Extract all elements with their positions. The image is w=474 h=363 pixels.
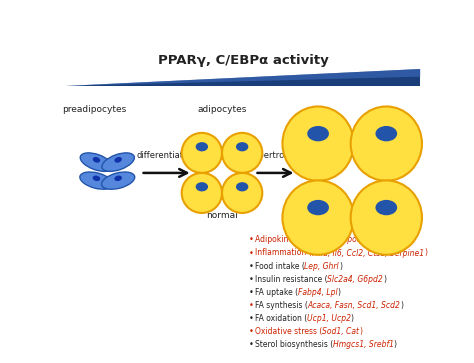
Ellipse shape (222, 133, 262, 173)
Ellipse shape (307, 200, 329, 215)
Text: Adipokine secretion (: Adipokine secretion ( (255, 236, 336, 244)
Text: differentiation: differentiation (136, 151, 196, 160)
Text: •: • (249, 288, 254, 297)
Text: Slc2a4, G6pd2: Slc2a4, G6pd2 (327, 275, 383, 284)
Ellipse shape (93, 157, 100, 163)
Ellipse shape (196, 182, 208, 191)
Ellipse shape (375, 126, 397, 141)
Text: •: • (249, 262, 254, 270)
Text: Sterol biosynthesis (: Sterol biosynthesis ( (255, 340, 333, 349)
Ellipse shape (351, 106, 422, 181)
Text: normal: normal (206, 211, 238, 220)
Ellipse shape (92, 176, 100, 181)
Text: ): ) (394, 340, 397, 349)
Text: obesity: obesity (336, 220, 369, 229)
Text: •: • (249, 275, 254, 284)
Text: ): ) (351, 314, 354, 323)
Ellipse shape (196, 142, 208, 151)
Text: ): ) (359, 327, 362, 336)
Text: Fabp4, Lpl: Fabp4, Lpl (298, 288, 337, 297)
Ellipse shape (236, 182, 248, 191)
Ellipse shape (375, 200, 397, 215)
Text: preadipocytes: preadipocytes (62, 105, 126, 114)
Text: Lep, Ghrl: Lep, Ghrl (304, 262, 339, 270)
Ellipse shape (236, 142, 248, 151)
Text: •: • (249, 236, 254, 244)
Text: Insulin resistance (: Insulin resistance ( (255, 275, 327, 284)
Text: •: • (249, 327, 254, 336)
Text: PPARγ, C/EBPα activity: PPARγ, C/EBPα activity (157, 54, 328, 66)
Ellipse shape (101, 172, 135, 189)
Text: Ucp1, Ucp2: Ucp1, Ucp2 (307, 314, 351, 323)
Ellipse shape (283, 180, 354, 255)
Text: adipocytes: adipocytes (197, 105, 246, 114)
Ellipse shape (182, 133, 222, 173)
Text: •: • (249, 301, 254, 310)
Text: ): ) (362, 236, 365, 244)
Text: ): ) (401, 301, 403, 310)
Polygon shape (65, 69, 420, 86)
Text: Hmgcs1, Srebf1: Hmgcs1, Srebf1 (333, 340, 394, 349)
Text: Adipoq: Adipoq (336, 236, 362, 244)
Text: ): ) (337, 288, 340, 297)
Ellipse shape (102, 153, 135, 171)
Ellipse shape (114, 157, 122, 163)
Text: FA oxidation (: FA oxidation ( (255, 314, 307, 323)
Ellipse shape (80, 153, 113, 171)
Text: •: • (249, 249, 254, 257)
Ellipse shape (222, 173, 262, 213)
Ellipse shape (351, 180, 422, 255)
Text: •: • (249, 340, 254, 349)
Text: ): ) (339, 262, 342, 270)
Ellipse shape (182, 173, 222, 213)
Text: Food intake (: Food intake ( (255, 262, 304, 270)
Text: Tnfa, Il6, Ccl2, Ctsd, Serpine1: Tnfa, Il6, Ccl2, Ctsd, Serpine1 (311, 249, 424, 257)
Text: •: • (249, 314, 254, 323)
Text: ): ) (383, 275, 386, 284)
Text: Sod1, Cat: Sod1, Cat (322, 327, 359, 336)
Ellipse shape (114, 176, 122, 181)
Text: Oxidative stress (: Oxidative stress ( (255, 327, 322, 336)
Text: Acaca, Fasn, Scd1, Scd2: Acaca, Fasn, Scd1, Scd2 (308, 301, 401, 310)
Text: FA synthesis (: FA synthesis ( (255, 301, 308, 310)
Text: hypertrophy: hypertrophy (248, 151, 300, 160)
Text: FA uptake (: FA uptake ( (255, 288, 298, 297)
Text: Inflammation (: Inflammation ( (255, 249, 311, 257)
Text: ): ) (424, 249, 427, 257)
Ellipse shape (283, 106, 354, 181)
Ellipse shape (307, 126, 329, 141)
Ellipse shape (80, 172, 113, 189)
Polygon shape (65, 69, 420, 86)
